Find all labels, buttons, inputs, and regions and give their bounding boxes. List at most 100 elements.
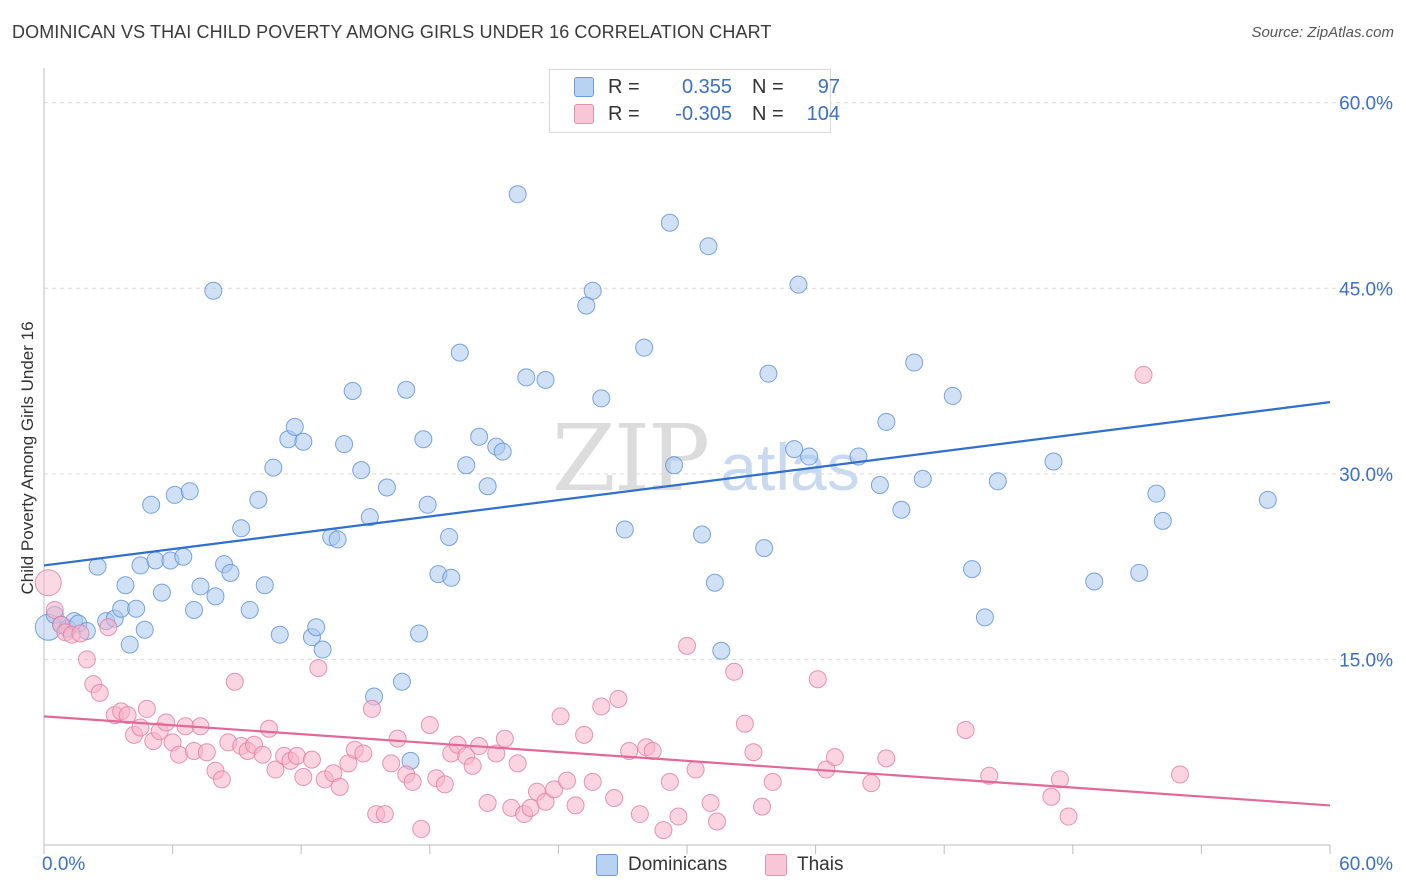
point-thais xyxy=(654,821,673,840)
point-thais xyxy=(403,772,422,791)
point-dominicans xyxy=(975,608,994,627)
point-dominicans xyxy=(204,281,223,300)
point-thais xyxy=(620,741,639,760)
point-thais xyxy=(45,600,64,619)
legend-r-label: R = xyxy=(608,102,640,125)
legend-swatch-dominicans xyxy=(574,77,594,97)
point-thais xyxy=(388,729,407,748)
point-dominicans xyxy=(88,557,107,576)
legend-swatch-thais xyxy=(574,104,594,124)
trend-line-dominicans xyxy=(43,401,1331,567)
point-dominicans xyxy=(264,458,283,477)
y-tick-label: 45.0% xyxy=(1339,279,1393,300)
point-thais xyxy=(708,812,727,831)
point-thais xyxy=(260,719,279,738)
point-dominicans xyxy=(146,551,165,570)
point-dominicans xyxy=(892,500,911,519)
point-dominicans xyxy=(583,281,602,300)
chart-title: DOMINICAN VS THAI CHILD POVERTY AMONG GI… xyxy=(12,22,772,42)
point-thais xyxy=(725,662,744,681)
point-thais xyxy=(354,744,373,763)
point-dominicans xyxy=(693,525,712,544)
point-dominicans xyxy=(470,427,489,446)
point-dominicans xyxy=(313,640,332,659)
point-thais xyxy=(157,713,176,732)
point-dominicans xyxy=(152,583,171,602)
point-thais xyxy=(1170,765,1189,784)
point-dominicans xyxy=(592,389,611,408)
point-thais xyxy=(557,771,576,790)
point-thais xyxy=(99,618,118,637)
legend-row-thais: R = -0.305 N = 104 xyxy=(574,101,840,127)
point-thais xyxy=(630,805,649,824)
point-dominicans xyxy=(665,456,684,475)
point-thais xyxy=(212,770,231,789)
point-dominicans xyxy=(615,520,634,539)
point-dominicans xyxy=(789,275,808,294)
point-thais xyxy=(753,797,772,816)
point-thais xyxy=(170,745,189,764)
point-thais xyxy=(521,798,540,817)
point-thais xyxy=(302,750,321,769)
axes xyxy=(43,68,1331,854)
point-thais xyxy=(71,624,90,643)
point-dominicans xyxy=(335,435,354,454)
point-dominicans xyxy=(442,568,461,587)
point-thais xyxy=(137,699,156,718)
point-dominicans xyxy=(712,641,731,660)
point-dominicans xyxy=(963,560,982,579)
point-thais xyxy=(956,720,975,739)
point-dominicans xyxy=(127,599,146,618)
point-dominicans xyxy=(450,343,469,362)
point-dominicans xyxy=(635,338,654,357)
legend-r-value: -0.305 xyxy=(675,102,732,125)
point-thais xyxy=(592,697,611,716)
point-thais xyxy=(808,670,827,689)
point-dominicans xyxy=(660,213,679,232)
y-axis-title: Child Poverty Among Girls Under 16 xyxy=(18,321,37,594)
point-dominicans xyxy=(232,519,251,538)
point-thais xyxy=(463,756,482,775)
point-dominicans xyxy=(418,495,437,514)
point-thais xyxy=(478,793,497,812)
point-thais xyxy=(495,729,514,748)
bottom-legend-swatch-thais xyxy=(765,854,787,876)
watermark-atlas: atlas xyxy=(720,430,859,504)
point-dominicans xyxy=(343,381,362,400)
legend-n-label: N = xyxy=(752,102,784,125)
point-thais xyxy=(825,748,844,767)
trend-lines xyxy=(43,401,1331,807)
point-dominicans xyxy=(785,440,804,459)
point-dominicans xyxy=(1258,490,1277,509)
bottom-legend-swatch-dominicans xyxy=(596,854,618,876)
point-dominicans xyxy=(457,456,476,475)
point-dominicans xyxy=(174,547,193,566)
point-thais xyxy=(862,774,881,793)
point-dominicans xyxy=(988,472,1007,491)
point-thais xyxy=(382,754,401,773)
point-thais xyxy=(197,743,216,762)
y-tick-label: 60.0% xyxy=(1339,94,1393,115)
point-dominicans xyxy=(112,599,131,618)
point-dominicans xyxy=(206,587,225,606)
point-dominicans xyxy=(905,353,924,372)
point-dominicans xyxy=(410,624,429,643)
point-dominicans xyxy=(493,442,512,461)
point-thais xyxy=(90,683,109,702)
point-thais xyxy=(118,706,137,725)
point-thais xyxy=(435,775,454,794)
point-dominicans xyxy=(913,469,932,488)
point-dominicans xyxy=(131,556,150,575)
point-thais xyxy=(420,716,439,735)
point-thais xyxy=(643,741,662,760)
point-dominicans xyxy=(307,618,326,637)
point-dominicans xyxy=(180,482,199,501)
series-dominicans xyxy=(34,185,1277,770)
tick-labels: 15.0% 30.0% 45.0% 60.0% 0.0% 60.0% xyxy=(42,94,1393,875)
point-dominicans xyxy=(135,620,154,639)
point-dominicans xyxy=(116,576,135,595)
point-thais xyxy=(294,767,313,786)
point-thais xyxy=(566,796,585,815)
point-dominicans xyxy=(536,370,555,389)
point-thais xyxy=(34,569,62,597)
